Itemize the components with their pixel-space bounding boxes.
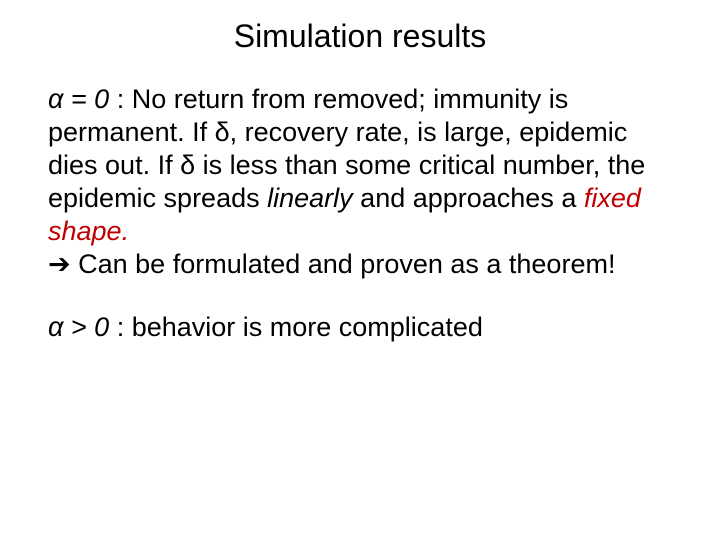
- paragraph-alpha-zero: α = 0 : No return from removed; immunity…: [48, 83, 672, 281]
- alpha-zero-text-3: Can be formulated and proven as a theore…: [71, 249, 616, 279]
- slide-title: Simulation results: [48, 18, 672, 55]
- alpha-zero-lead: α = 0: [48, 84, 109, 114]
- slide-body: α = 0 : No return from removed; immunity…: [48, 83, 672, 344]
- slide: Simulation results α = 0 : No return fro…: [0, 0, 720, 540]
- alpha-pos-text-1: : behavior is more complicated: [109, 312, 483, 342]
- alpha-pos-lead: α > 0: [48, 312, 109, 342]
- alpha-zero-text-2: and approaches a: [353, 183, 584, 213]
- linearly-emph: linearly: [267, 183, 353, 213]
- paragraph-alpha-positive: α > 0 : behavior is more complicated: [48, 311, 672, 344]
- arrow-icon: ➔: [48, 249, 71, 279]
